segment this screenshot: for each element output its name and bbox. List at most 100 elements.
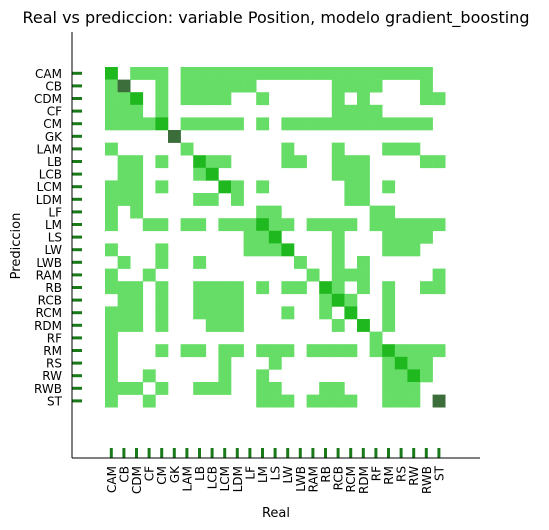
heatmap-cell [130, 104, 144, 118]
heatmap-cells [105, 67, 446, 408]
heatmap-cell [319, 306, 333, 320]
heatmap-cell [394, 344, 408, 358]
heatmap-cell [218, 293, 232, 307]
x-tick-label: CAM [105, 466, 119, 493]
heatmap-cell [193, 281, 207, 295]
heatmap-cell [357, 117, 370, 131]
y-tick-label: CF [47, 105, 62, 119]
heatmap-cell [155, 293, 169, 307]
heatmap-cell [256, 117, 270, 131]
heatmap-cell [117, 104, 131, 118]
x-tick-label: LM [256, 466, 270, 483]
heatmap-cell [180, 344, 194, 358]
y-tick-label: LF [48, 205, 62, 219]
heatmap-cell [319, 293, 333, 307]
heatmap-cell [117, 256, 131, 269]
heatmap-cell [155, 319, 169, 332]
y-tick-label: RCB [38, 294, 62, 308]
y-tick-label: LM [45, 218, 62, 232]
heatmap-cell [369, 104, 383, 118]
heatmap-cell [218, 218, 232, 232]
heatmap-cell [231, 293, 244, 307]
y-tick-label: LS [48, 231, 62, 245]
y-tick-label: LAM [36, 142, 62, 156]
heatmap-cell [130, 180, 144, 194]
y-tick-label: RM [43, 344, 62, 358]
heatmap-cell [382, 369, 396, 383]
chart-title: Real vs prediccion: variable Position, m… [22, 8, 529, 28]
x-tick-label: LCM [218, 466, 232, 491]
heatmap-cell [218, 92, 232, 106]
heatmap-cell [331, 104, 345, 118]
heatmap-cell [357, 281, 370, 295]
heatmap-cell [105, 205, 118, 219]
heatmap-cell [331, 256, 345, 269]
heatmap-cell [331, 394, 345, 408]
x-tick-label: RW [407, 466, 421, 486]
heatmap-cell [281, 155, 295, 169]
heatmap-cell [117, 193, 131, 206]
heatmap-cell [294, 281, 307, 295]
heatmap-cell [117, 180, 131, 194]
heatmap-cell [218, 369, 232, 383]
heatmap-cell [369, 67, 383, 80]
heatmap-cell [155, 180, 169, 194]
y-tick-label: CAM [35, 67, 62, 81]
heatmap-cell [193, 92, 207, 106]
heatmap-cell [155, 243, 169, 257]
heatmap-cell [105, 142, 118, 156]
heatmap-cell [344, 218, 358, 232]
heatmap-cell [420, 230, 433, 244]
heatmap-cell [344, 67, 358, 80]
heatmap-cell [357, 79, 370, 93]
heatmap-cell [357, 180, 370, 194]
y-tick-label: ST [47, 394, 63, 408]
heatmap-cell [105, 117, 118, 131]
heatmap-cell [331, 281, 345, 295]
y-tick-label: RW [42, 369, 62, 383]
heatmap-cell [382, 319, 396, 332]
heatmap-cell [331, 319, 345, 332]
heatmap-cell [105, 218, 118, 232]
heatmap-cell [268, 344, 282, 358]
x-tick-label: CM [155, 466, 169, 485]
heatmap-cell [344, 155, 358, 169]
heatmap-cell [155, 256, 169, 269]
heatmap-cell [382, 293, 396, 307]
heatmap-cell [117, 92, 131, 106]
heatmap-cell [218, 319, 232, 332]
heatmap-cell [407, 243, 421, 257]
heatmap-cell [142, 67, 156, 80]
heatmap-cell [268, 382, 282, 395]
y-tick-label: LWB [36, 256, 62, 270]
heatmap-cell [155, 281, 169, 295]
heatmap-cell [130, 167, 144, 181]
heatmap-cell [142, 369, 156, 383]
heatmap-cell [155, 92, 169, 106]
heatmap-cell [331, 117, 345, 131]
y-tick-label: LB [47, 155, 62, 169]
heatmap-cell [382, 394, 396, 408]
heatmap-cell [117, 155, 131, 169]
heatmap-cell [205, 193, 219, 206]
heatmap-cell [331, 230, 345, 244]
y-tick-label: CB [45, 79, 62, 93]
heatmap-cell [155, 117, 169, 131]
heatmap-cell [256, 230, 270, 244]
heatmap-cell [407, 369, 421, 383]
heatmap-cell [369, 117, 383, 131]
heatmap-cell [394, 394, 408, 408]
x-tick-label: RS [395, 466, 409, 482]
y-tick-label: GK [45, 130, 63, 144]
heatmap-cell [130, 382, 144, 395]
heatmap-cell [344, 117, 358, 131]
heatmap-cell [193, 193, 207, 206]
heatmap-cell [218, 382, 232, 395]
heatmap-cell [394, 117, 408, 131]
x-tick-label: CB [117, 466, 131, 483]
heatmap-cell [357, 155, 370, 169]
x-tick-label: RCB [332, 466, 346, 490]
heatmap-cell [407, 117, 421, 131]
heatmap-cell [420, 344, 433, 358]
x-tick-label: LDM [231, 466, 245, 492]
